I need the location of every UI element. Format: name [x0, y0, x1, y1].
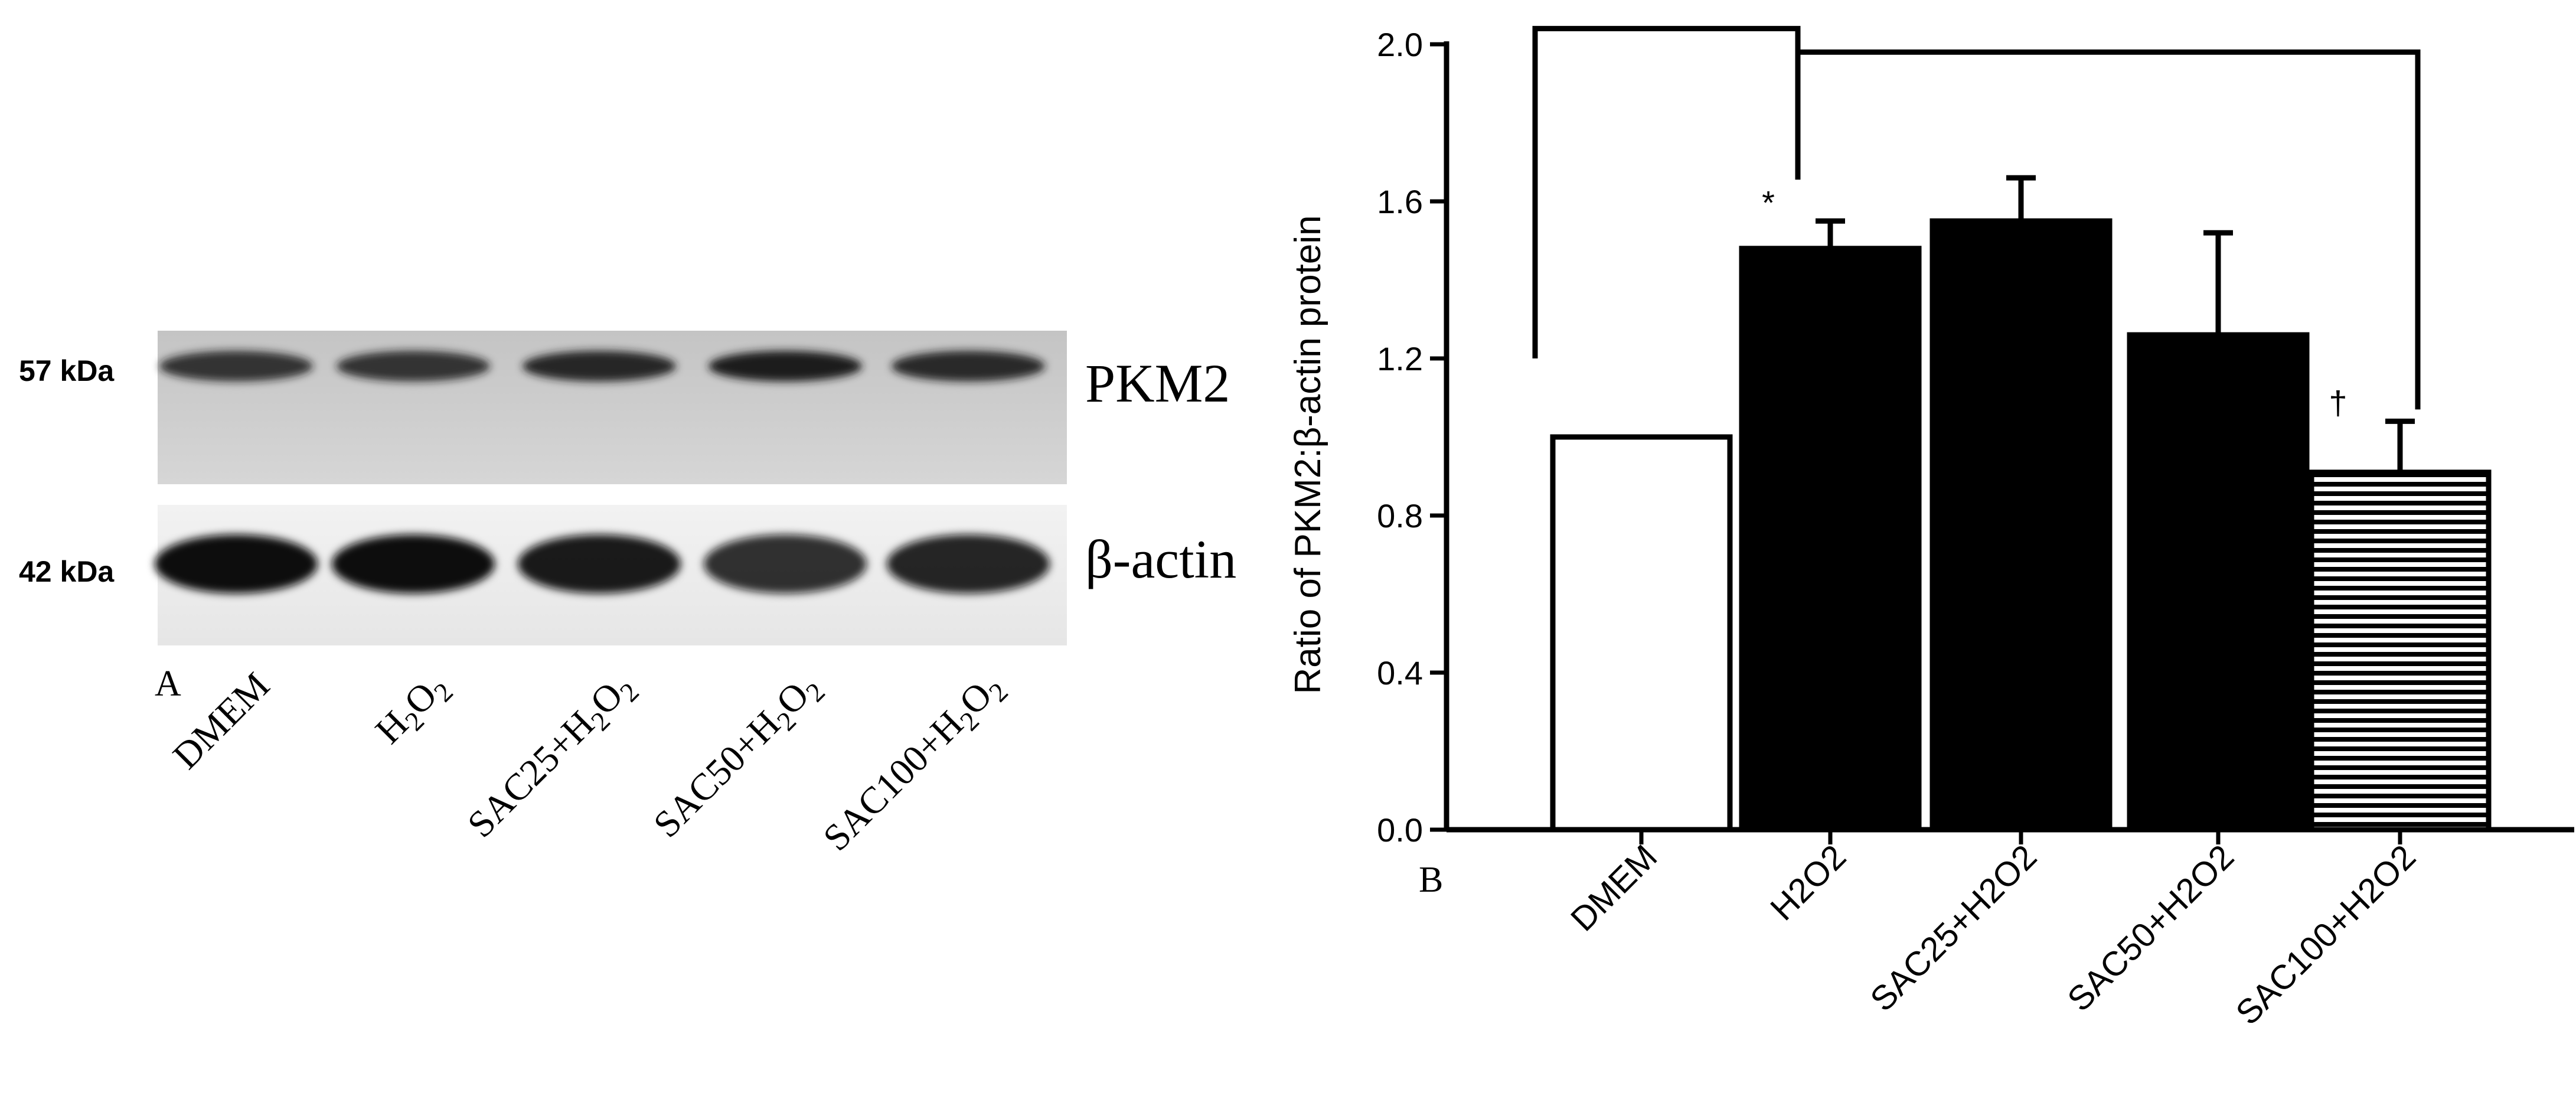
blot-label-beta-actin: β-actin — [1085, 529, 1236, 589]
beta-actin-band — [332, 534, 495, 593]
significance-brackets — [1532, 25, 2421, 410]
mw-label-57kda: 57 kDa — [19, 354, 115, 387]
lane-label: SAC50+H2O2 — [645, 664, 831, 850]
bracket-h2o2-sac100 — [1795, 49, 2421, 410]
y-tick-label: 0.4 — [1377, 654, 1423, 692]
pkm2-band — [709, 351, 862, 381]
y-tick-label: 0.8 — [1377, 497, 1423, 534]
pkm2-band — [523, 351, 676, 381]
axes — [1444, 41, 2574, 833]
panel-a-label: A — [155, 664, 181, 704]
y-tick-label: 2.0 — [1377, 26, 1423, 63]
bar-sac50-h2o2 — [2127, 332, 2310, 833]
beta-actin-band — [887, 534, 1050, 593]
beta-actin-band — [518, 534, 681, 593]
panel-a-western-blot: 57 kDa 42 kDa PKM2 β-actin A DMEM H2O2SAC… — [19, 331, 1236, 863]
x-tick-label: H2O2 — [1763, 837, 1853, 928]
x-tick-label: SAC100+H2O2 — [2228, 837, 2423, 1032]
significance-mark: † — [2329, 384, 2347, 421]
x-tick-label: DMEM — [1563, 837, 1664, 938]
error-bars — [1816, 175, 2415, 472]
lane-label: H2O2 — [367, 664, 459, 756]
blot-bands — [155, 351, 1050, 593]
beta-actin-band — [704, 534, 867, 593]
bars — [1550, 218, 2492, 833]
mw-label-42kda: 42 kDa — [19, 555, 115, 588]
significance-annotations: *† — [1762, 184, 2347, 421]
bar-h2o2 — [1739, 246, 1922, 833]
bar-sac25-h2o2 — [1929, 218, 2113, 833]
bar-sac100-h2o2 — [2309, 469, 2492, 833]
y-tick-label: 1.6 — [1377, 183, 1423, 220]
panel-b-label: B — [1419, 860, 1443, 900]
lane-label: SAC100+H2O2 — [815, 664, 1014, 863]
pkm2-band — [337, 351, 490, 381]
y-tick-label: 0.0 — [1377, 811, 1423, 849]
beta-actin-band — [155, 534, 318, 593]
significance-mark: * — [1762, 184, 1775, 221]
x-tick-label: SAC25+H2O2 — [1863, 837, 2044, 1019]
lane-label: SAC25+H2O2 — [459, 664, 645, 850]
pkm2-band — [159, 351, 313, 381]
panel-b-bar-chart: *† 0.00.40.81.21.62.0 DMEM H2O2 SAC25+H2O2… — [1288, 25, 2574, 1032]
y-axis-label: Ratio of PKM2:β-actin protein — [1288, 215, 1328, 694]
pkm2-band — [892, 351, 1045, 381]
y-tick-label: 1.2 — [1377, 340, 1423, 377]
y-ticks: 0.0 0.4 0.8 1.2 1.6 2.0 — [1377, 26, 1447, 849]
lane-label: DMEM — [165, 664, 277, 777]
blot-label-pkm2: PKM2 — [1085, 353, 1230, 413]
x-tick-label: SAC50+H2O2 — [2060, 837, 2241, 1019]
bar-dmem — [1550, 434, 1733, 833]
